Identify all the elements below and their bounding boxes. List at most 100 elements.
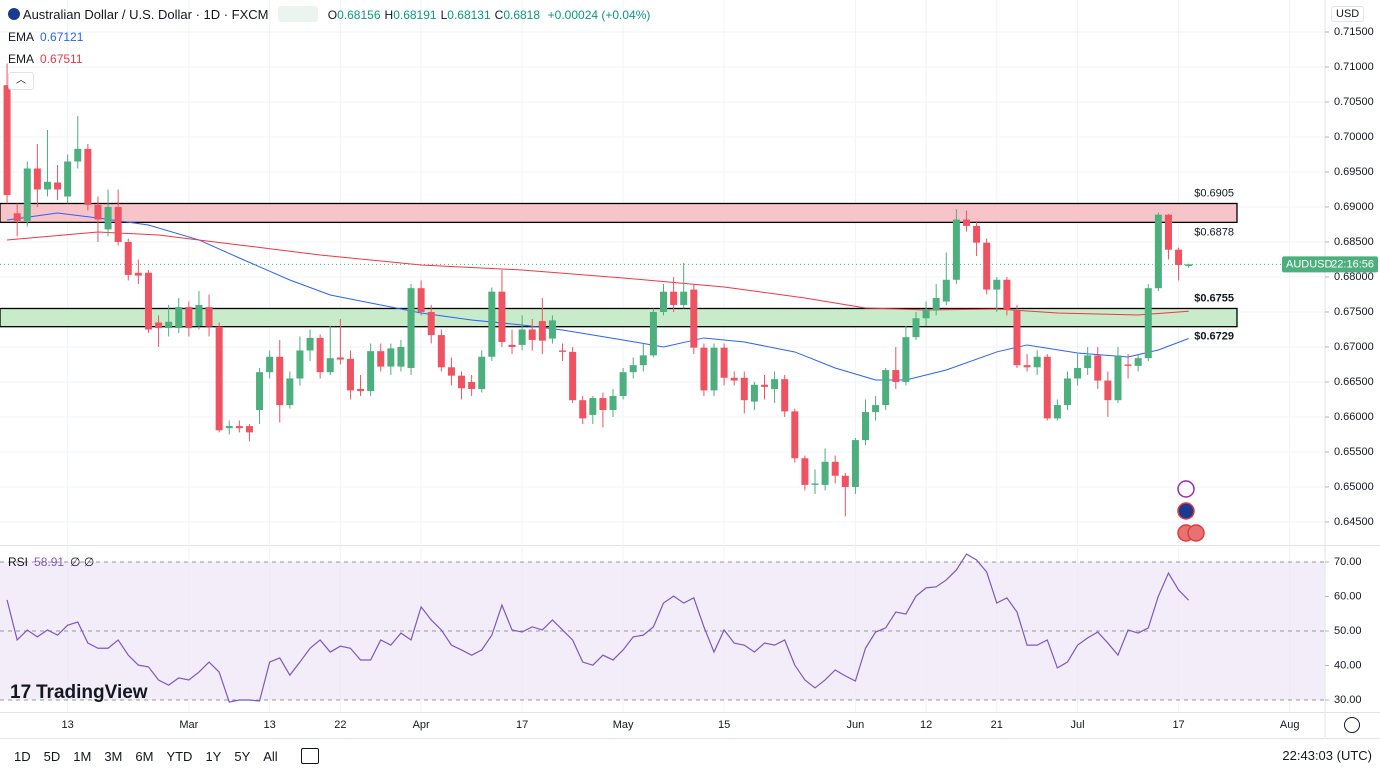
change: +0.00024 (+0.04%) (547, 8, 651, 22)
status-icons[interactable] (278, 6, 319, 22)
candle-body (397, 346, 405, 367)
candle-body (952, 219, 960, 280)
candle-body (1074, 367, 1082, 379)
event-icon[interactable] (1187, 524, 1205, 542)
candle-body (104, 206, 112, 230)
candle-body (569, 351, 577, 401)
currency[interactable]: USD (1331, 6, 1365, 22)
candle-body (134, 272, 142, 276)
flag-icon (8, 8, 20, 20)
range-button[interactable]: 1Y (205, 748, 222, 764)
ohlc-label: H (384, 8, 394, 22)
range-button[interactable]: 5D (43, 748, 61, 764)
candle-body (1144, 288, 1152, 359)
candle-body (498, 291, 506, 343)
candle-body (690, 289, 698, 348)
candle-body (1104, 380, 1112, 401)
candle-body (23, 168, 31, 221)
event-icon[interactable] (1177, 502, 1195, 520)
candle-body (670, 291, 678, 305)
candle-body (791, 411, 799, 459)
candle-body (1053, 405, 1061, 419)
event-icon[interactable] (1177, 480, 1195, 498)
range-buttons: 1D 5D 1M 3M 6M YTD 1Y 5Y All (6, 749, 283, 764)
candle-body (296, 350, 304, 379)
candle-body (266, 356, 274, 373)
candle-body (215, 326, 223, 431)
rsi-band (0, 562, 1325, 700)
candle-body (195, 304, 203, 326)
zone-label: $0.6755 (1194, 292, 1234, 304)
candle-body (841, 475, 849, 487)
legend-value: 0.67511 (40, 52, 83, 66)
y-tick-label: 0.66500 (1334, 376, 1374, 388)
y-tick-label: 30.00 (1334, 694, 1362, 706)
rsi-line (6, 553, 1190, 703)
candle-body (1114, 355, 1122, 401)
candle-body (306, 337, 314, 351)
candle-body (1134, 358, 1142, 366)
candle-body (144, 272, 152, 330)
range-button[interactable]: 5Y (234, 748, 251, 764)
candle-body (427, 311, 435, 336)
candle-body (124, 241, 132, 275)
candle-body (114, 206, 122, 242)
y-tick-label: 0.69500 (1334, 166, 1374, 178)
candle-body (205, 307, 213, 327)
candle-body (1013, 309, 1021, 366)
y-tick-label: 0.70000 (1334, 131, 1374, 143)
y-tick-label: 0.64500 (1334, 516, 1374, 528)
candle-body (225, 426, 233, 429)
candle-body (983, 242, 991, 290)
settings-icon[interactable] (1344, 717, 1360, 733)
range-button[interactable]: 1D (14, 748, 31, 764)
y-tick-label: 0.67000 (1334, 341, 1374, 353)
x-tick-label: 13 (62, 719, 74, 731)
y-tick-label: 0.69000 (1334, 201, 1374, 213)
candle-body (720, 347, 728, 378)
candle-body (1063, 378, 1071, 406)
candle-body (559, 350, 567, 352)
legend-inputs: ∅ ∅ (70, 555, 95, 569)
y-tick-label: 0.68500 (1334, 236, 1374, 248)
candle-body (609, 395, 617, 410)
y-tick-label: 0.71500 (1334, 26, 1374, 38)
candle-body (447, 367, 455, 376)
candle-body (94, 204, 102, 220)
range-button[interactable]: 1M (73, 748, 92, 764)
candle-body (1175, 249, 1183, 266)
calendar-icon[interactable] (300, 748, 319, 764)
candle-body (579, 400, 587, 419)
candle-body (710, 347, 718, 391)
collapse-button[interactable]: ︿ (8, 72, 34, 90)
candle-body (730, 377, 738, 381)
x-tick-label: May (613, 719, 634, 731)
range-button[interactable]: YTD (166, 748, 193, 764)
candle-body (801, 458, 809, 485)
logo: 17 (10, 682, 32, 703)
range-button[interactable]: All (263, 748, 278, 764)
range-button[interactable]: 3M (104, 748, 123, 764)
candle-body (377, 351, 385, 367)
y-tick-label: 40.00 (1334, 659, 1362, 671)
legend-name: RSI (8, 555, 29, 569)
candle-body (538, 321, 546, 341)
candle-body (407, 288, 415, 368)
candle-body (1154, 214, 1162, 289)
candle-body (902, 337, 910, 382)
candle-body (64, 161, 72, 197)
range-button[interactable]: 6M (135, 748, 154, 764)
candle-body (1033, 356, 1041, 368)
candle-body (488, 291, 496, 357)
candle-body (771, 379, 779, 389)
candle-body (861, 412, 869, 441)
y-tick-label: 0.71000 (1334, 61, 1374, 73)
legend-name: EMA (8, 52, 35, 66)
last-price-name: AUDUSD (1286, 258, 1333, 270)
candle-body (649, 311, 657, 356)
candle-body (1124, 364, 1132, 366)
x-tick-label: 21 (991, 719, 1003, 731)
candle-body (548, 320, 556, 339)
rsi-legend: RSI 58.91 ∅ ∅ (8, 555, 94, 569)
